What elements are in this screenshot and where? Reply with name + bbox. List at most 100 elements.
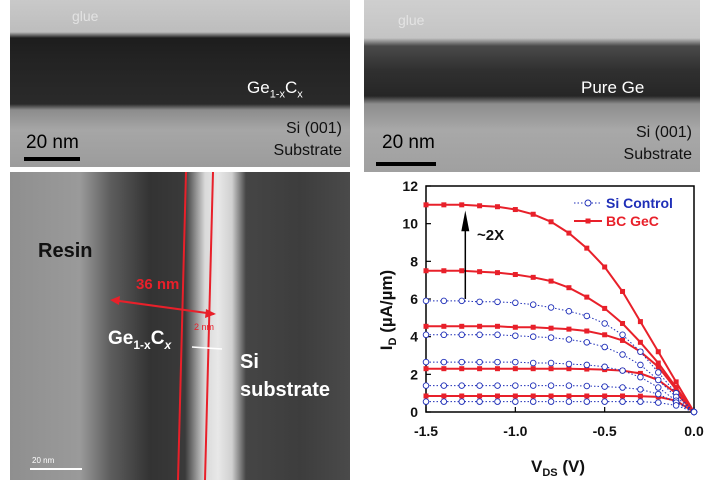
bc-gec-point	[637, 319, 643, 325]
tem-panel-pure-ge: glue Pure Ge Si (001) Substrate 20 nm	[364, 0, 700, 172]
legend-bc-gec-label: BC GeC	[606, 213, 659, 229]
x-tick-label: 0.0	[684, 423, 704, 439]
bc-gec-point	[423, 393, 429, 399]
si-control-point	[529, 398, 537, 405]
bc-gec-point	[548, 366, 554, 372]
scale-label: 20 nm	[382, 132, 435, 153]
si-control-point	[529, 301, 537, 308]
x-tick-label: -1.5	[414, 423, 438, 439]
bc-gec-point	[548, 393, 554, 399]
bc-gec-point	[566, 366, 572, 372]
si-control-point	[637, 386, 644, 393]
si-control-point	[655, 376, 662, 384]
bc-gec-point	[584, 393, 590, 399]
bc-gec-point	[512, 324, 518, 330]
si-control-point	[565, 336, 573, 343]
arrowhead-left	[110, 296, 120, 305]
si-control-point	[655, 399, 662, 406]
si-control-point	[565, 360, 573, 368]
pure-ge-layer-label: Pure Ge	[581, 78, 645, 97]
si-control-curve-3	[426, 385, 695, 413]
gec-layer-label: Ge1-xCx	[247, 78, 303, 101]
bc-gec-point	[602, 332, 608, 338]
bc-gec-curve-0	[426, 203, 695, 413]
bc-gec-point	[637, 393, 643, 399]
bc-gec-point	[620, 393, 626, 399]
si-control-point	[565, 307, 573, 315]
si-control-point	[440, 398, 448, 405]
y-tick-label: 8	[410, 253, 418, 269]
bc-gec-point	[566, 285, 572, 291]
scale-bar	[376, 162, 436, 166]
bc-gec-point	[530, 211, 536, 217]
width-arrow-36nm	[111, 299, 215, 315]
bc-gec-point	[584, 328, 590, 334]
si-control-point	[476, 382, 483, 389]
bc-gec-point	[566, 393, 572, 399]
si-control-point	[476, 398, 483, 405]
bc-gec-point	[441, 268, 447, 274]
annotation-2x: ~2X	[477, 227, 504, 244]
si-control-point	[655, 384, 662, 391]
bc-gec-point	[423, 366, 429, 372]
bc-gec-point	[584, 245, 590, 251]
interface-line-left	[177, 172, 187, 480]
si-control-point	[547, 334, 555, 341]
width-2nm-label: 2 nm	[194, 322, 215, 332]
bc-gec-point	[530, 366, 536, 372]
bc-gec-point	[494, 270, 500, 276]
si-control-point	[583, 382, 591, 390]
si-control-point	[476, 298, 483, 306]
si-control-point	[494, 298, 501, 306]
si-control-point	[476, 358, 483, 366]
si-control-point	[512, 332, 519, 339]
si-control-point	[458, 331, 465, 339]
si-control-point	[690, 408, 698, 416]
bc-gec-point	[494, 366, 500, 372]
si-control-curve-2	[426, 361, 695, 413]
si-control-point	[655, 390, 662, 398]
si-control-point	[601, 363, 608, 371]
si-control-point	[494, 358, 501, 366]
bc-gec-curve-2	[426, 325, 695, 413]
bc-gec-point	[530, 274, 536, 280]
bc-gec-point	[673, 386, 679, 392]
bc-gec-point	[494, 393, 500, 399]
bc-gec-point	[584, 294, 590, 300]
bc-gec-point	[602, 305, 608, 311]
bc-gec-point	[494, 204, 500, 210]
bc-gec-point	[477, 323, 483, 329]
bc-gec-point	[459, 323, 465, 329]
si-control-point	[422, 358, 430, 366]
si-control-point	[512, 358, 519, 366]
si-control-point	[494, 331, 501, 339]
si-control-point	[619, 384, 626, 391]
si-control-point	[672, 402, 680, 409]
si-control-point	[619, 351, 626, 358]
si-control-point	[458, 358, 465, 366]
si-control-curve-1	[426, 334, 695, 413]
si-control-point	[494, 382, 501, 389]
si-control-point	[637, 398, 644, 405]
si-control-point	[494, 398, 501, 405]
bc-gec-point	[602, 264, 608, 270]
si-control-point	[583, 312, 591, 320]
resin-label: Resin	[38, 240, 93, 262]
annotation-arrowhead	[461, 210, 470, 232]
si-control-point	[529, 359, 537, 367]
si-control-point	[601, 343, 608, 351]
si-control-point	[440, 382, 448, 389]
bc-gec-point	[423, 268, 429, 274]
bc-gec-point	[655, 364, 661, 370]
y-tick-label: 12	[402, 178, 418, 194]
width-arrow-2nm	[191, 346, 223, 350]
bc-gec-point	[423, 202, 429, 208]
x-tick-label: -0.5	[593, 423, 617, 439]
y-tick-label: 10	[402, 216, 418, 232]
si-control-point	[440, 331, 448, 339]
si-control-point	[458, 297, 465, 305]
scale-bar	[30, 468, 82, 470]
bc-gec-point	[441, 323, 447, 329]
arrowhead-right	[205, 309, 216, 318]
